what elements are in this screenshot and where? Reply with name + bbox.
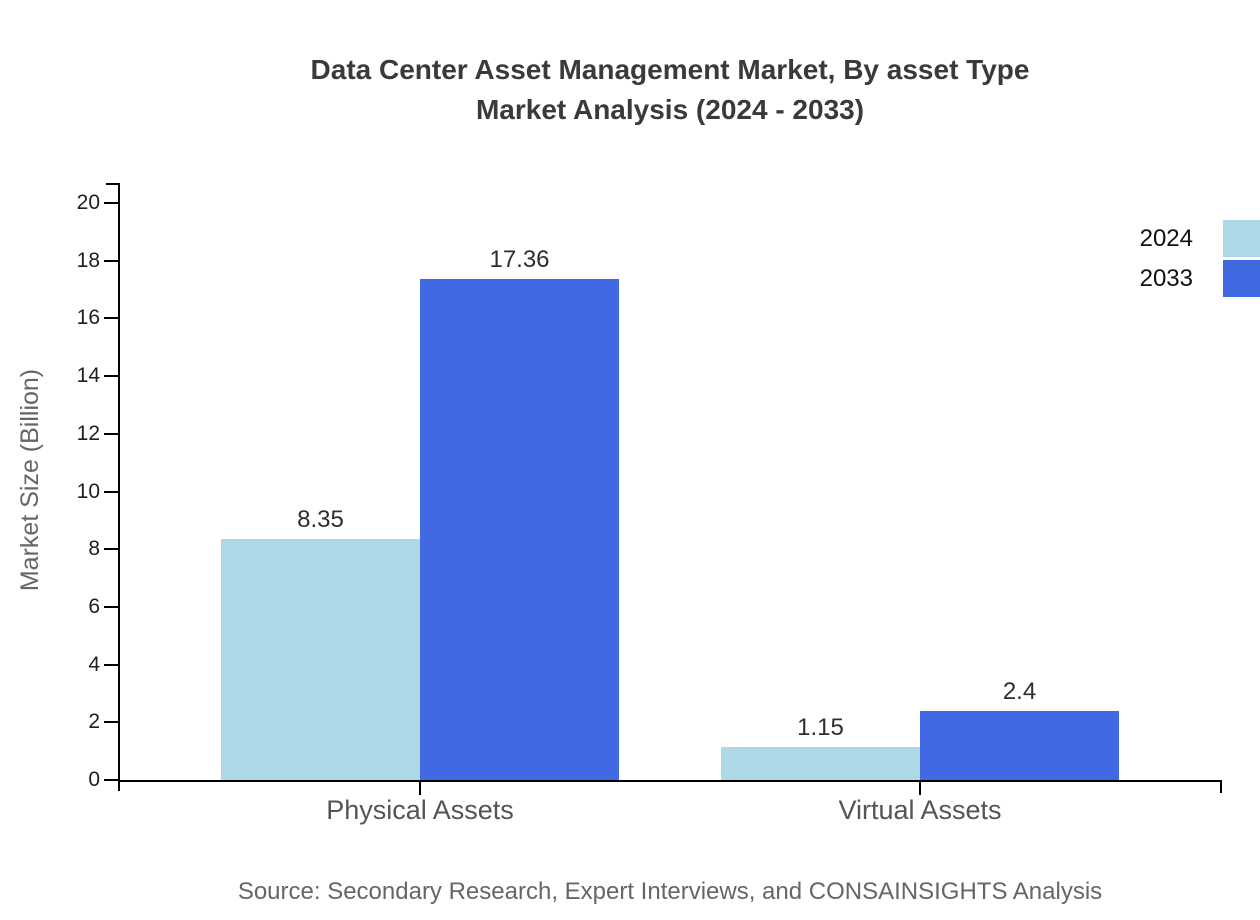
y-tick-mark bbox=[104, 663, 118, 666]
bar-physical-assets-2024 bbox=[221, 539, 420, 782]
bar-virtual-assets-2033 bbox=[920, 710, 1119, 782]
y-axis-line bbox=[118, 183, 120, 791]
source-note: Source: Secondary Research, Expert Inter… bbox=[237, 878, 1103, 905]
x-tick-mark bbox=[419, 780, 421, 795]
y-tick-label: 20 bbox=[76, 191, 100, 214]
y-tick-mark bbox=[104, 548, 118, 551]
y-tick-mark bbox=[104, 490, 118, 493]
value-label-physical-assets-2033: 17.36 bbox=[489, 246, 550, 274]
y-tick-mark bbox=[104, 317, 118, 320]
y-tick-mark bbox=[104, 605, 118, 608]
y-tick-label: 18 bbox=[76, 248, 100, 272]
y-tick-label: 12 bbox=[76, 421, 100, 445]
y-tick-label: 2 bbox=[88, 710, 100, 734]
x-tick-mark bbox=[919, 780, 921, 795]
legend-swatch-2033 bbox=[1223, 260, 1260, 297]
y-tick-label: 4 bbox=[88, 652, 100, 676]
value-label-physical-assets-2024: 8.35 bbox=[297, 506, 344, 534]
legend-swatch-2024 bbox=[1223, 220, 1260, 257]
chart-title: Data Center Asset Management Market, By … bbox=[80, 50, 1260, 130]
legend-label-2033: 2033 bbox=[1139, 265, 1193, 292]
y-tick-mark bbox=[104, 259, 118, 262]
value-label-virtual-assets-2033: 2.4 bbox=[1002, 677, 1037, 705]
y-tick-label: 10 bbox=[76, 479, 100, 503]
y-tick-mark bbox=[104, 202, 118, 204]
category-label-virtual-assets: Virtual Assets bbox=[838, 795, 1002, 825]
y-tick-label: 14 bbox=[76, 364, 100, 388]
legend-label-2024: 2024 bbox=[1139, 225, 1193, 252]
bar-virtual-assets-2024 bbox=[721, 746, 920, 782]
y-tick-mark bbox=[104, 375, 118, 378]
y-tick-label: 6 bbox=[88, 594, 100, 618]
x-axis-line bbox=[118, 780, 1222, 782]
bar-physical-assets-2033 bbox=[420, 279, 619, 782]
y-tick-mark bbox=[104, 779, 118, 781]
y-tick-label: 16 bbox=[76, 306, 100, 330]
y-tick-mark bbox=[104, 432, 118, 435]
y-tick-label: 0 bbox=[88, 768, 100, 791]
chart-title-line2: Market Analysis (2024 - 2033) bbox=[475, 94, 865, 125]
chart-title-line1: Data Center Asset Management Market, By … bbox=[310, 54, 1030, 85]
y-tick-label: 8 bbox=[88, 537, 100, 561]
value-label-virtual-assets-2024: 1.15 bbox=[797, 713, 844, 741]
y-axis-end-cap bbox=[106, 183, 120, 185]
y-tick-mark bbox=[104, 721, 118, 724]
x-axis-end-cap bbox=[1220, 780, 1222, 793]
category-label-physical-assets: Physical Assets bbox=[326, 795, 514, 825]
